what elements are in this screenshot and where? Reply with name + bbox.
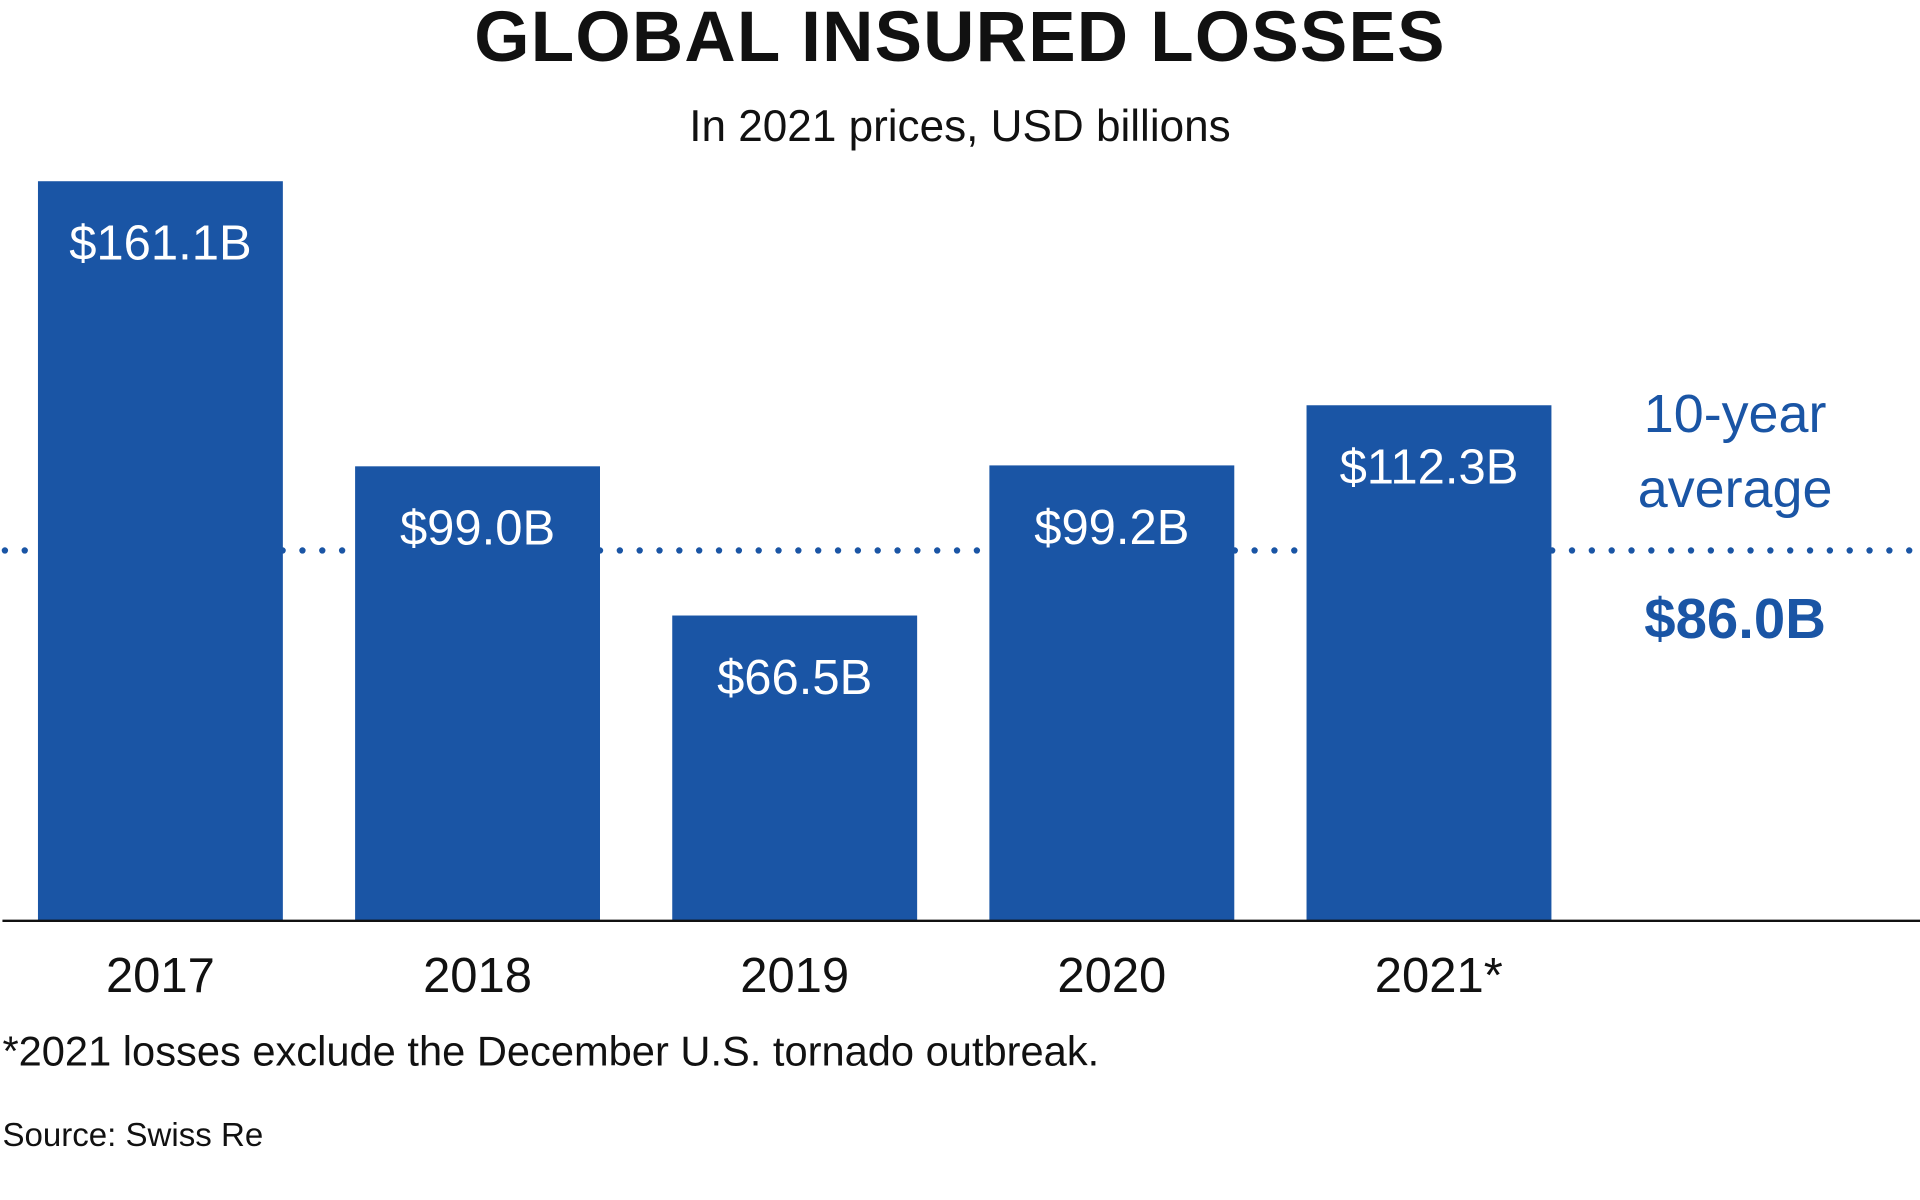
reference-line-dot <box>676 547 683 554</box>
x-tick-label: 2017 <box>106 949 215 1003</box>
reference-line-dot <box>1806 547 1814 554</box>
bar-value-label: $112.3B <box>1340 441 1519 495</box>
bar-2021* <box>1306 405 1552 921</box>
reference-line-dot <box>1826 547 1834 554</box>
reference-line-dot <box>854 547 862 554</box>
reference-line-dot <box>1648 547 1655 554</box>
reference-line-dot <box>21 547 28 554</box>
bar-value-label: $99.2B <box>1034 501 1189 555</box>
bar-value-label: $99.0B <box>400 502 555 556</box>
reference-line-dot <box>1687 547 1695 554</box>
x-tick-label: 2020 <box>1057 949 1166 1003</box>
reference-line-dot <box>1628 547 1635 554</box>
reference-line-dot <box>1668 547 1675 554</box>
reference-line-dot <box>299 547 306 554</box>
reference-line-dot <box>338 547 346 554</box>
x-tick-label: 2018 <box>423 949 532 1003</box>
reference-line-dot <box>755 547 762 554</box>
reference-line-dot <box>1588 547 1596 554</box>
reference-line-dot <box>1291 547 1298 554</box>
reference-line-dot <box>1 547 9 554</box>
reference-line-dot <box>1727 547 1734 554</box>
reference-line-dot <box>715 547 723 554</box>
reference-line-dot <box>894 547 901 554</box>
reference-line-dot <box>953 547 961 554</box>
reference-line-dot <box>815 547 822 554</box>
reference-line-dot <box>1846 547 1853 554</box>
reference-line-dot <box>795 547 802 554</box>
x-tick-label: 2021* <box>1375 949 1503 1003</box>
reference-line-dot <box>319 547 326 554</box>
reference-line-dot <box>1787 547 1794 554</box>
bar-2018 <box>355 466 600 921</box>
reference-line-dot <box>1608 547 1615 554</box>
source-note: Source: Swiss Re <box>2 1117 263 1154</box>
reference-line-dot <box>1747 547 1754 554</box>
reference-line-dot <box>973 547 981 554</box>
reference-line-dot <box>1271 547 1278 554</box>
reference-line-dot <box>656 547 663 554</box>
bar-value-label: $66.5B <box>717 651 872 705</box>
x-tick-label: 2019 <box>740 949 849 1003</box>
chart-subtitle: In 2021 prices, USD billions <box>689 102 1230 151</box>
reference-line-dot <box>1568 547 1576 554</box>
reference-line-dot <box>775 547 782 554</box>
bar-2019 <box>672 615 918 921</box>
bar-value-label: $161.1B <box>69 217 251 271</box>
average-label-line2: average <box>1638 459 1833 519</box>
reference-line-dot <box>1906 547 1913 554</box>
reference-line-dot <box>616 547 624 554</box>
reference-line-dot <box>834 547 842 554</box>
reference-line-dot <box>874 547 881 554</box>
average-value-label: $86.0B <box>1644 587 1826 650</box>
reference-line-dot <box>636 547 643 554</box>
average-label-line1: 10-year <box>1644 384 1827 444</box>
reference-line-dot <box>1866 547 1873 554</box>
reference-line-dot <box>1886 547 1893 554</box>
reference-line-dot <box>934 547 941 554</box>
average-reference-line <box>1 547 1913 554</box>
reference-line-dot <box>914 547 921 554</box>
reference-line-dot <box>1707 547 1715 554</box>
reference-line-dot <box>1251 547 1258 554</box>
footnote: *2021 losses exclude the December U.S. t… <box>2 1027 1099 1074</box>
chart-title: GLOBAL INSURED LOSSES <box>474 0 1445 77</box>
reference-line-dot <box>1767 547 1774 554</box>
bar-2017 <box>37 181 283 921</box>
reference-line-dot <box>696 547 703 554</box>
reference-line-dot <box>735 547 743 554</box>
bar-2020 <box>989 465 1235 921</box>
